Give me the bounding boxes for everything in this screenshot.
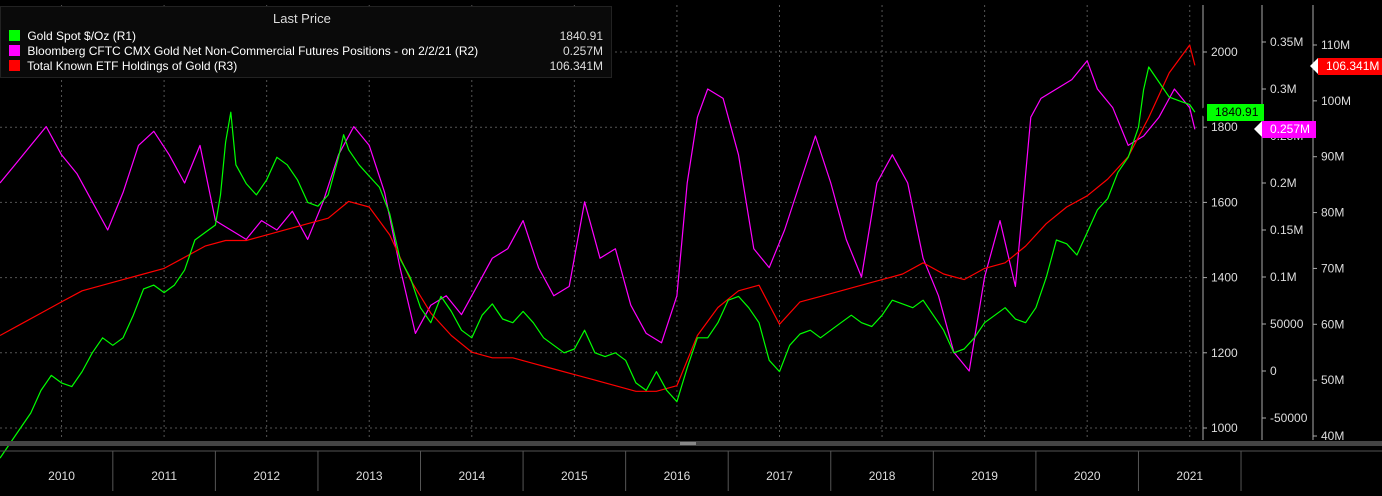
legend-swatch-cftc — [9, 45, 20, 56]
legend-item-cftc: Bloomberg CFTC CMX Gold Net Non-Commerci… — [9, 44, 478, 59]
x-tick-label-1: 2011 — [151, 469, 177, 483]
x-tick-label-9: 2019 — [971, 469, 998, 483]
legend-header: Last Price — [273, 11, 331, 26]
last-value-tag-cftc: 0.257M — [1253, 121, 1317, 138]
x-tick-label-6: 2016 — [664, 469, 691, 483]
x-tick-label-5: 2015 — [561, 469, 588, 483]
axis-tick-label-R3-1: 50M — [1321, 373, 1344, 387]
x-tick-label-10: 2020 — [1074, 469, 1101, 483]
axis-tick-label-R1-5: 2000 — [1211, 45, 1238, 59]
x-tick-label-2: 2012 — [253, 469, 280, 483]
x-tick-label-3: 2013 — [356, 469, 383, 483]
axis-tick-label-R2-1: 0 — [1270, 364, 1277, 378]
axis-tick-label-R3-0: 40M — [1321, 429, 1344, 443]
legend: Last Price Gold Spot $/Oz (R1) 1840.91 B… — [0, 6, 612, 78]
legend-value-etf: 106.341M — [549, 59, 603, 73]
legend-value-gold: 1840.91 — [559, 29, 603, 43]
axis-tick-label-R2-7: 0.3M — [1270, 82, 1297, 96]
axis-tick-label-R2-4: 0.15M — [1270, 223, 1303, 237]
axis-tick-label-R1-4: 1800 — [1211, 120, 1238, 134]
legend-value-cftc: 0.257M — [562, 44, 603, 58]
axis-tick-label-R3-2: 60M — [1321, 317, 1344, 331]
axis-tick-label-R3-6: 100M — [1321, 94, 1351, 108]
last-value-tag-etf: 106.341M — [1309, 58, 1382, 75]
x-tick-label-4: 2014 — [458, 469, 485, 483]
legend-swatch-gold — [9, 30, 20, 41]
axis-tick-label-R1-1: 1200 — [1211, 346, 1238, 360]
legend-label-cftc: Bloomberg CFTC CMX Gold Net Non-Commerci… — [27, 44, 479, 58]
x-tick-label-8: 2018 — [869, 469, 896, 483]
axis-tick-label-R1-2: 1400 — [1211, 271, 1238, 285]
axis-tick-label-R2-8: 0.35M — [1270, 35, 1303, 49]
axis-tick-label-R1-3: 1600 — [1211, 195, 1238, 209]
x-tick-label-11: 2021 — [1176, 469, 1203, 483]
axis-tick-label-R3-4: 80M — [1321, 206, 1344, 220]
legend-label-gold: Gold Spot $/Oz (R1) — [27, 29, 137, 43]
legend-item-etf: Total Known ETF Holdings of Gold (R3) — [9, 59, 237, 74]
axis-tick-label-R3-3: 70M — [1321, 261, 1344, 275]
axis-tick-label-R1-0: 1000 — [1211, 421, 1238, 435]
axis-tick-label-R2-2: 50000 — [1270, 317, 1304, 331]
axis-tick-label-R2-5: 0.2M — [1270, 176, 1297, 190]
series-line-etf — [0, 44, 1196, 392]
series-line-cftc — [0, 60, 1196, 372]
series-line-gold — [0, 66, 1196, 459]
last-value-tag-gold: 1840.91 — [1198, 104, 1265, 121]
axis-tick-label-R3-5: 90M — [1321, 150, 1344, 164]
x-axis-scroll-handle — [680, 442, 696, 445]
x-tick-label-7: 2017 — [766, 469, 793, 483]
axis-tick-label-R3-7: 110M — [1321, 38, 1350, 52]
x-tick-label-0: 2010 — [48, 469, 75, 483]
legend-swatch-etf — [9, 60, 20, 71]
legend-label-etf: Total Known ETF Holdings of Gold (R3) — [27, 59, 238, 73]
axis-tick-label-R2-0: -50000 — [1270, 411, 1308, 425]
axis-tick-label-R2-3: 0.1M — [1270, 270, 1297, 284]
legend-item-gold: Gold Spot $/Oz (R1) — [9, 29, 136, 44]
